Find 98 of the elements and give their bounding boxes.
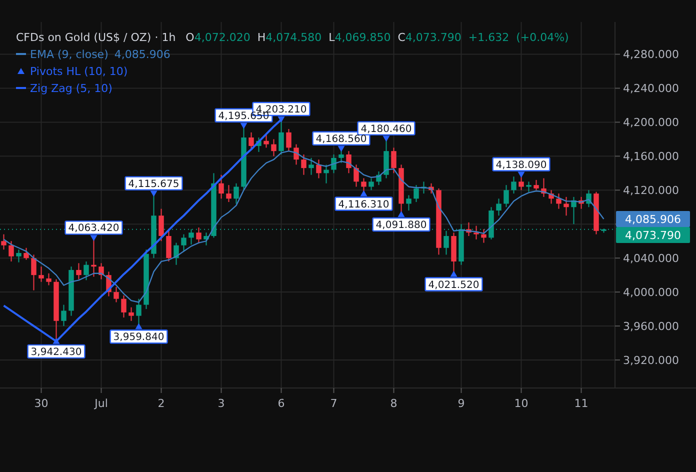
x-tick-label: 7 bbox=[330, 397, 338, 410]
point bbox=[90, 235, 98, 242]
candlestick bbox=[391, 147, 396, 174]
data-label: 4,168.560 bbox=[316, 134, 367, 145]
point bbox=[450, 270, 458, 277]
candlestick bbox=[294, 144, 299, 166]
candlestick bbox=[248, 132, 254, 150]
point bbox=[135, 323, 142, 330]
data-label: 4,021.520 bbox=[428, 280, 480, 291]
candlestick bbox=[8, 240, 14, 262]
candlestick bbox=[556, 193, 562, 210]
y-tick-label: 3,920.000 bbox=[623, 354, 679, 367]
point bbox=[382, 136, 390, 142]
candlestick bbox=[218, 174, 224, 200]
candlestick bbox=[76, 262, 82, 280]
candlestick bbox=[121, 294, 126, 318]
candlestick bbox=[526, 181, 532, 192]
candlestick bbox=[24, 247, 29, 260]
candlestick bbox=[444, 230, 449, 256]
text: O4,072.020 H4,074.580 L4,069.850 C4,073.790 +1.632 (+0.04%) bbox=[186, 31, 569, 44]
candlestick bbox=[128, 306, 134, 322]
x-tick-label: 11 bbox=[574, 397, 588, 410]
candlestick bbox=[301, 154, 306, 176]
point bbox=[278, 116, 285, 122]
candlestick bbox=[474, 225, 479, 240]
candlestick bbox=[16, 249, 22, 263]
point bbox=[360, 190, 368, 196]
point bbox=[398, 211, 405, 218]
candlestick bbox=[511, 176, 516, 194]
candlestick bbox=[181, 234, 186, 252]
data-label: 4,138.090 bbox=[496, 160, 547, 171]
candlestick bbox=[324, 164, 329, 184]
x-tick-label: 10 bbox=[514, 397, 528, 410]
candlestick bbox=[496, 198, 502, 216]
candlestick bbox=[271, 138, 276, 157]
y-tick-label: 4,000.000 bbox=[623, 286, 679, 299]
x-tick-label: 9 bbox=[458, 397, 465, 410]
x-tick-label: 3 bbox=[218, 397, 225, 410]
candlestick bbox=[346, 150, 352, 174]
text: 4,085.906 bbox=[625, 212, 681, 226]
x-tick-label: 30 bbox=[34, 397, 48, 410]
candlestick bbox=[46, 272, 52, 286]
data-label: 4,115.675 bbox=[128, 178, 180, 190]
candlestick bbox=[1, 234, 6, 250]
candlestick bbox=[308, 157, 314, 176]
legend-label: Zig Zag (5, 10) bbox=[30, 82, 112, 95]
candlestick bbox=[98, 262, 104, 280]
x-tick-label: 2 bbox=[158, 397, 165, 410]
text: CFDs on Gold (US$ / OZ) · 1h bbox=[16, 31, 176, 44]
candlestick bbox=[354, 164, 359, 188]
legend-label: Pivots HL (10, 10) bbox=[30, 65, 128, 78]
candlestick bbox=[166, 230, 172, 262]
y-tick-label: 4,280.000 bbox=[623, 48, 679, 62]
y-tick-label: 4,200.000 bbox=[623, 116, 679, 130]
candlestick bbox=[414, 184, 419, 203]
x-tick-label: Jul bbox=[94, 397, 108, 410]
data-label: 4,116.310 bbox=[338, 199, 390, 210]
candlestick bbox=[61, 304, 66, 327]
y-tick-label: 4,240.000 bbox=[623, 82, 679, 96]
candlestick bbox=[158, 208, 164, 242]
candlestick bbox=[114, 286, 119, 303]
candlestick bbox=[196, 227, 202, 244]
point bbox=[240, 122, 248, 129]
candlestick bbox=[174, 242, 179, 266]
point bbox=[518, 172, 525, 178]
candlestick bbox=[234, 182, 239, 204]
point bbox=[338, 146, 345, 152]
candlestick bbox=[481, 228, 486, 244]
candlestick bbox=[534, 179, 539, 191]
candlestick bbox=[286, 128, 292, 152]
data-label: 4,063.420 bbox=[68, 223, 120, 234]
candlestick bbox=[504, 184, 509, 208]
data-label: 3,942.430 bbox=[30, 346, 82, 358]
candlestick bbox=[331, 154, 336, 174]
annotation: 4,085.906 bbox=[114, 48, 170, 61]
legend-label: EMA (9, close) bbox=[30, 48, 108, 61]
candlestick bbox=[368, 178, 374, 191]
y-tick-label: 4,160.000 bbox=[623, 150, 679, 164]
y-tick-label: 4,040.000 bbox=[623, 252, 679, 265]
y-tick-label: 4,120.000 bbox=[623, 184, 679, 197]
data-label: 4,091.880 bbox=[376, 220, 427, 232]
x-tick-label: 8 bbox=[390, 397, 398, 410]
data-label: 4,203.210 bbox=[256, 104, 307, 116]
x-tick-label: 6 bbox=[278, 397, 285, 410]
candlestick bbox=[84, 260, 89, 281]
candlestick bbox=[564, 196, 569, 216]
data-label: 4,180.460 bbox=[360, 124, 412, 135]
point bbox=[150, 190, 158, 197]
candlestick bbox=[264, 134, 269, 148]
candlestick bbox=[406, 194, 412, 212]
point bbox=[52, 338, 60, 344]
candlestick bbox=[226, 184, 232, 203]
candlestick bbox=[31, 254, 36, 291]
candlestick bbox=[316, 159, 322, 179]
data-label: 3,959.840 bbox=[113, 332, 164, 344]
candlestick bbox=[38, 266, 44, 282]
ref-line-label: 4,073.790 bbox=[625, 228, 681, 242]
y-tick-label: 3,960.000 bbox=[623, 320, 679, 333]
